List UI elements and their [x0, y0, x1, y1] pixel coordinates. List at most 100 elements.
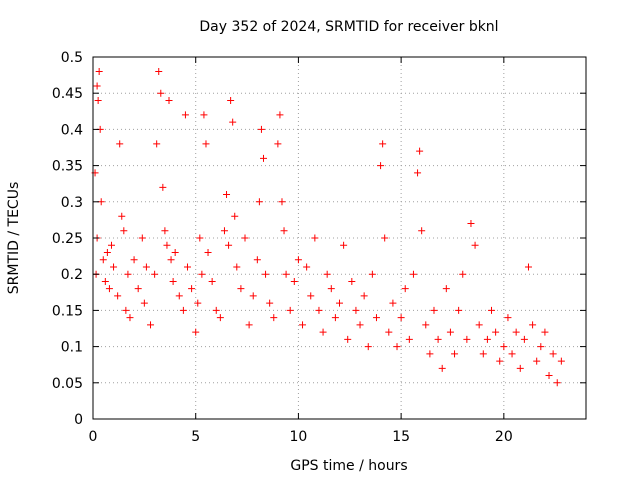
data-point [381, 234, 389, 242]
data-point [155, 67, 163, 75]
data-point [278, 198, 286, 206]
data-point [118, 212, 126, 220]
data-point [372, 314, 380, 322]
data-point [344, 335, 352, 343]
data-point [516, 364, 524, 372]
data-point [202, 140, 210, 148]
data-point [492, 328, 500, 336]
data-point [508, 350, 516, 358]
data-point [348, 277, 356, 285]
data-point [286, 306, 294, 314]
grid [93, 57, 586, 419]
data-point [299, 321, 307, 329]
data-point [280, 227, 288, 235]
y-tick-label: 0.25 [52, 231, 83, 247]
data-point [175, 292, 183, 300]
x-tick-label: 10 [290, 429, 308, 445]
data-point [315, 306, 323, 314]
data-point [430, 306, 438, 314]
data-point [183, 263, 191, 271]
data-point [451, 350, 459, 358]
data-point [397, 314, 405, 322]
data-point [483, 335, 491, 343]
data-point [455, 306, 463, 314]
data-point [204, 248, 212, 256]
data-point [120, 227, 128, 235]
data-point [212, 306, 220, 314]
data-point [270, 314, 278, 322]
data-point [379, 140, 387, 148]
data-point [303, 263, 311, 271]
data-point [475, 321, 483, 329]
y-tick-label: 0.15 [52, 303, 83, 319]
y-tick-label: 0 [74, 412, 83, 428]
data-point [459, 270, 467, 278]
data-point [488, 306, 496, 314]
data-point [245, 321, 253, 329]
data-point [171, 248, 179, 256]
data-point [169, 277, 177, 285]
data-point [181, 111, 189, 119]
data-point [336, 299, 343, 307]
data-point [352, 306, 360, 314]
data-point [93, 82, 101, 90]
data-point [438, 364, 446, 372]
data-point [533, 357, 541, 365]
data-point [479, 350, 487, 358]
y-tick-label: 0.1 [61, 340, 83, 356]
data-point [107, 241, 115, 249]
data-point [368, 270, 376, 278]
data-point [541, 328, 549, 336]
data-point [266, 299, 274, 307]
data-point [116, 140, 124, 148]
data-point [110, 263, 118, 271]
data-point [153, 140, 161, 148]
data-point [331, 314, 339, 322]
data-point [161, 227, 169, 235]
data-point [208, 277, 216, 285]
data-point [311, 234, 319, 242]
data-point [327, 285, 335, 293]
data-point [360, 292, 368, 300]
x-axis-label: GPS time / hours [290, 458, 407, 474]
x-tick-label: 0 [89, 429, 98, 445]
x-tick-label: 15 [392, 429, 410, 445]
data-point [557, 357, 565, 365]
data-points [91, 67, 565, 387]
data-point [471, 241, 479, 249]
data-point [253, 256, 261, 264]
x-tick-label: 20 [495, 429, 513, 445]
data-point [241, 234, 249, 242]
data-point [377, 162, 385, 170]
data-point [442, 285, 450, 293]
data-point [126, 314, 134, 322]
data-point [257, 125, 265, 133]
data-point [94, 96, 102, 104]
data-point [537, 343, 545, 351]
data-point [340, 241, 348, 249]
data-point [103, 248, 111, 256]
data-point [389, 299, 397, 307]
data-point [290, 277, 298, 285]
data-point [276, 111, 284, 119]
data-point [163, 241, 171, 249]
data-point [231, 212, 239, 220]
data-point [259, 154, 267, 162]
data-point [99, 256, 107, 264]
data-point [356, 321, 364, 329]
data-point [216, 314, 224, 322]
data-point [165, 96, 173, 104]
data-point [401, 285, 409, 293]
y-tick-label: 0.4 [61, 122, 83, 138]
data-point [512, 328, 520, 336]
data-point [496, 357, 504, 365]
data-point [198, 270, 206, 278]
y-tick-label: 0.3 [61, 195, 83, 211]
data-point [553, 379, 561, 387]
data-point [434, 335, 442, 343]
data-point [223, 191, 231, 199]
y-tick-label: 0.05 [52, 376, 83, 392]
axis-ticks: 0 0.05 0.1 0.15 0.2 0.25 0.3 0.35 0.4 0.45 0.5 0 5 10… [52, 50, 586, 445]
data-point [227, 96, 235, 104]
